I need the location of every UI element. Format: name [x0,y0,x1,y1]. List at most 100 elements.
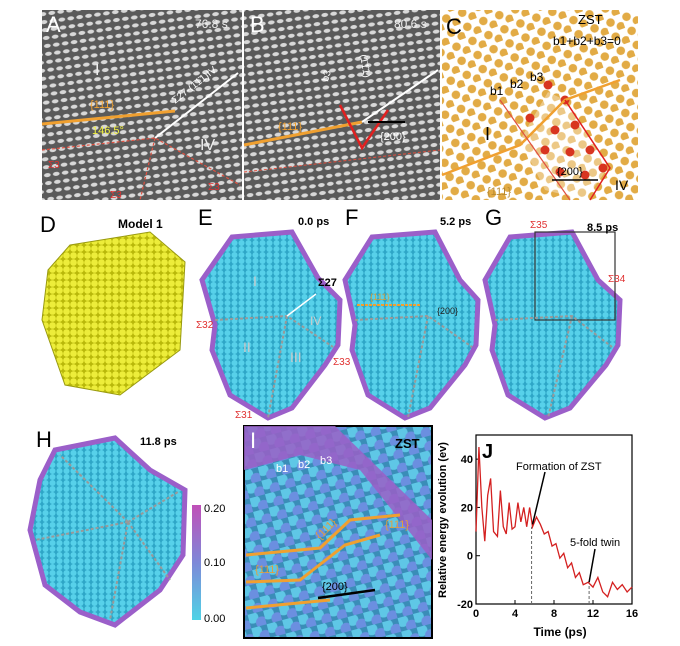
panel-c: C ZST b1+b2+b3=0 b1 b2 b3 I IV {111} {20… [441,10,638,201]
colorbar-min: 0.00 [204,613,225,625]
panel-letter: C [446,14,462,39]
panel-g: G 8.5 ps Σ35 Σ34 [482,205,626,421]
plane-label: {111} [90,99,114,111]
direction-label: (1̄1̄1) [357,54,372,79]
y-tick-label: -20 [457,599,473,611]
plane-label: {111} [370,292,390,302]
annotation-5fold: 5-fold twin [570,537,620,549]
plot-area [475,434,633,605]
timestamp: 8.5 ps [587,222,618,234]
grain-label: I [95,62,99,79]
burgers-label: b3 [530,70,544,84]
colorbar-gradient [192,505,201,620]
grain-label: II [243,339,251,355]
burgers-label: b2 [298,459,310,471]
plane-label: {111} [385,519,409,531]
burgers-label: b3 [320,69,334,83]
boundary-line [154,72,239,139]
x-tick-label: 0 [473,608,479,620]
plane-line [441,78,621,177]
x-axis-label: Time (ps) [533,625,586,639]
y-axis-label: Relative energy evolution (ev) [437,442,449,598]
twin-label: Σ3 [48,160,60,171]
panel-letter: J [482,441,493,463]
x-tick-label: 4 [512,608,519,620]
twin-label: Σ35 [530,220,548,231]
burgers-label: b1 [276,463,288,475]
twin-boundary [499,99,571,201]
y-tick-label: 20 [461,502,473,514]
nanoparticle-slice [342,229,481,421]
timestamp: 11.8 ps [140,436,177,448]
timestamp: 80.6 s [394,17,427,31]
zst-atoms [525,80,608,180]
plane-label: {111} [487,186,511,198]
timestamp: 76.8 s [195,17,228,31]
series-line-energy [475,447,633,598]
colorbar-max: 0.20 [204,503,225,515]
twin-label: Σ34 [608,274,626,285]
model-title: Model 1 [118,217,163,231]
panel-letter: I [250,428,256,453]
x-tick-label: 8 [551,608,557,620]
plane-label: {200} [322,581,348,593]
annotation-arrow [531,471,546,525]
colorbar-mid: 0.10 [204,557,225,569]
twin-boundary [139,137,156,201]
twin-label: Σ31 [235,410,253,421]
zoom-box [534,231,616,321]
panel-a: A 76.8 s I IV {111} Σ27-(1̄1̄1)IV 146.5°… [41,10,242,201]
boundary-line [361,69,439,123]
zst-boundary [564,99,611,201]
panel-letter: B [250,12,265,37]
y-tick-label: 40 [461,454,473,466]
hrtem-image-b [244,10,440,200]
panel-b: B 80.6 s {111} {200} b3 (1̄1̄1) [243,10,441,200]
twin-boundary [41,137,241,186]
burgers-label: b3 [320,455,332,467]
grain-label: IV [615,177,629,193]
panel-i: I ZST b1 b2 b3 {111} {111} {111} {200} [243,425,433,639]
x-tick-label: 16 [626,608,638,620]
twin-label: Σ32 [196,320,214,331]
panel-j-chart: J Time (ps) Relative energy evolution (e… [437,434,638,639]
panel-f: F 5.2 ps {111} {200} [342,205,481,421]
plane-label: {111} [278,121,302,133]
nanoparticle-slice [27,435,188,628]
zst-title: ZST [578,12,603,27]
plane-label: {200} [380,131,406,143]
grain-label: IV [310,314,321,328]
timestamp: 5.2 ps [440,216,471,228]
panel-e: E 0.0 ps Σ27 Σ32 Σ33 Σ31 I II III IV [196,205,351,421]
x-tick-label: 12 [587,608,599,620]
twin-label: Σ3 [208,182,220,193]
twin-label: Σ33 [333,357,351,368]
nanoparticle-slice [482,229,623,421]
plane-line [41,109,176,126]
grain-label: IV [200,137,215,154]
angle-label: 146.5° [92,125,124,137]
grain-label: III [290,349,302,365]
hrtem-image-a [42,10,242,200]
panel-letter: D [40,212,56,237]
panel-d: D Model 1 [40,212,186,396]
plane-label: {111} [255,564,279,576]
annotation-zst: Formation of ZST [516,461,602,473]
burgers-label: b1 [490,84,504,98]
panel-letter: F [345,205,358,230]
zst-title: ZST [395,436,420,451]
burgers-equation: b1+b2+b3=0 [553,34,621,48]
plane-label: {200} [437,306,458,316]
twin-label: Σ3 [110,190,122,201]
twin-boundary [243,149,441,173]
grain-label: I [485,124,490,144]
colorbar: 0.20 0.10 0.00 [192,503,225,625]
timestamp: 0.0 ps [298,216,329,228]
burgers-label: b2 [510,77,524,91]
boundary-label: Σ27 [318,277,337,289]
plane-line [243,120,363,147]
panel-letter: G [485,205,502,230]
y-tick-label: 0 [467,551,473,563]
nanoparticle-slice [199,229,343,421]
